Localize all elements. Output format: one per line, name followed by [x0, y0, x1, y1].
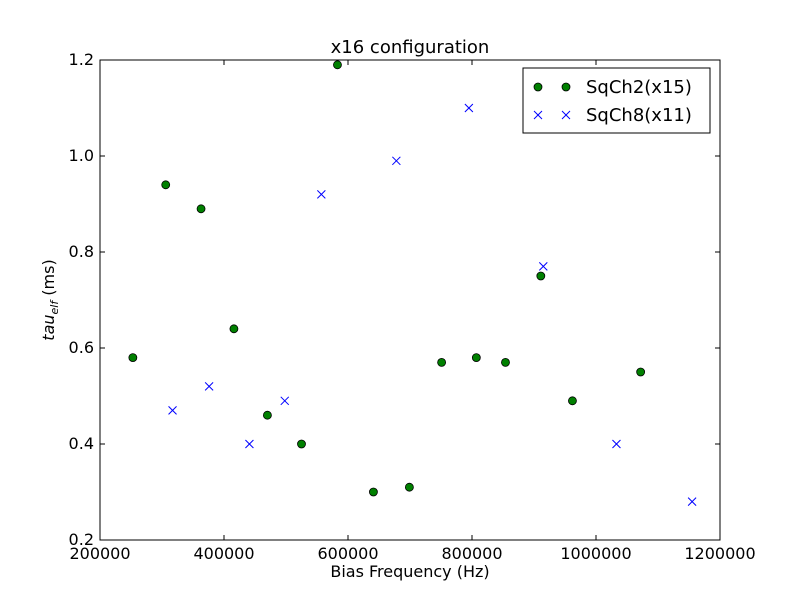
data-point	[536, 271, 546, 281]
chart-title: x16 configuration	[331, 37, 490, 58]
y-tick-label: 0.8	[69, 242, 94, 261]
x-tick-label: 1200000	[684, 544, 755, 563]
data-point	[128, 353, 138, 363]
x-tick-label: 1000000	[560, 544, 631, 563]
data-point	[636, 367, 646, 377]
data-point-stroke	[687, 497, 697, 506]
data-point-stroke	[612, 439, 621, 449]
data-point	[229, 324, 239, 334]
data-point	[196, 204, 206, 214]
legend-label: SqCh2(x15)	[586, 77, 692, 98]
data-point-stroke	[392, 156, 401, 166]
data-point	[280, 396, 290, 406]
x-tick-label: 800000	[441, 544, 502, 563]
data-point	[297, 439, 306, 449]
y-tick-label: 0.4	[69, 434, 94, 453]
data-point	[161, 180, 171, 190]
data-point	[204, 382, 214, 391]
data-point-stroke	[245, 439, 254, 449]
data-point-stroke	[204, 382, 214, 391]
data-point-stroke	[316, 190, 326, 199]
series-2	[168, 103, 697, 506]
legend-marker	[561, 82, 571, 92]
legend-box	[522, 67, 711, 134]
data-point	[612, 439, 621, 449]
axes-frame	[99, 59, 721, 541]
x-tick-label: 200000	[69, 544, 130, 563]
y-tick-label: 0.6	[69, 338, 94, 357]
legend-marker-stroke	[533, 110, 543, 120]
legend-marker	[533, 110, 543, 120]
y-tick-label: 0.2	[69, 530, 94, 549]
y-tick-label: 1.2	[69, 50, 94, 69]
legend-marker-stroke	[561, 110, 571, 120]
data-point-stroke	[168, 406, 177, 415]
data-point	[437, 357, 447, 367]
plot-area: 200000 400000 600000 800000 1000000 1200000 0.…	[69, 50, 756, 563]
x-axis-label: Bias Frequency (Hz)	[330, 562, 489, 581]
y-tick-label: 1.0	[69, 146, 94, 165]
x-tick-label: 400000	[193, 544, 254, 563]
legend-label: SqCh8(x11)	[586, 105, 692, 126]
legend: SqCh2(x15) SqCh8(x11)	[522, 67, 711, 134]
data-point-stroke	[280, 396, 290, 406]
data-point	[392, 156, 401, 166]
data-point	[471, 353, 481, 363]
data-point	[245, 439, 254, 449]
data-point	[316, 190, 326, 199]
data-point	[464, 103, 474, 113]
data-point	[538, 262, 548, 271]
data-point-stroke	[464, 103, 474, 113]
data-point	[333, 60, 342, 70]
legend-marker	[561, 110, 571, 120]
data-point	[168, 406, 177, 415]
data-point	[568, 396, 577, 406]
data-point	[501, 357, 510, 367]
series-1	[128, 60, 646, 497]
legend-marker	[533, 82, 543, 92]
data-point	[262, 410, 272, 420]
data-point	[369, 487, 378, 497]
data-point-stroke	[538, 262, 548, 271]
x-tick-label: 600000	[317, 544, 378, 563]
data-point	[404, 482, 414, 492]
data-point	[687, 497, 697, 506]
y-axis-label: tauelf (ms)	[39, 259, 61, 340]
